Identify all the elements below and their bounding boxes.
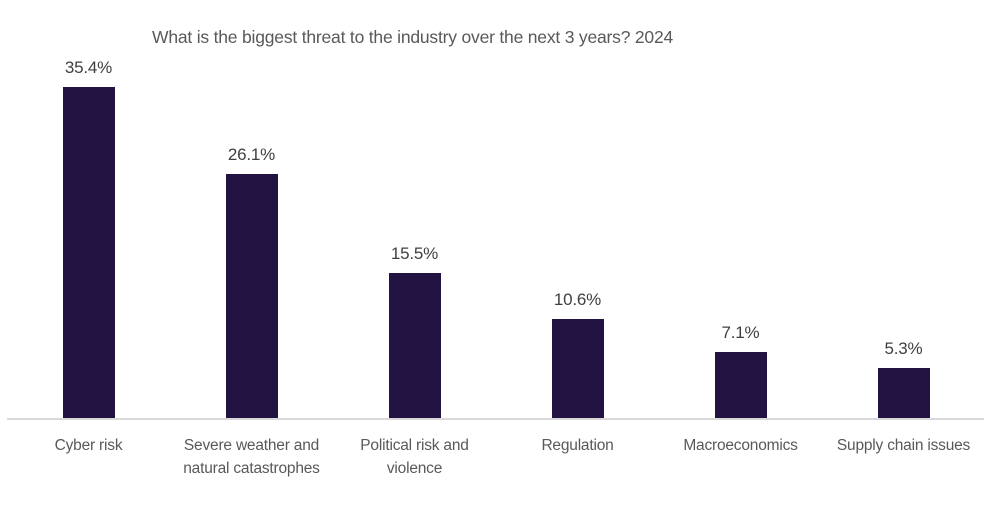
x-axis-label-cyber-risk: Cyber risk — [7, 434, 170, 457]
x-axis-label-supply-chain-issues: Supply chain issues — [822, 434, 985, 457]
bar-severe-weather-and-natural-catastrophes — [225, 174, 278, 418]
x-axis-label-severe-weather-and-natural-catastrophes: Severe weather and natural catastrophes — [170, 434, 333, 480]
bar-slot-macroeconomics: 7.1% — [659, 323, 822, 418]
x-axis-label-political-risk-and-violence: Political risk and violence — [333, 434, 496, 480]
data-label-cyber-risk: 35.4% — [64, 58, 113, 77]
data-label-political-risk-and-violence: 15.5% — [390, 244, 439, 263]
bar-slot-political-risk-and-violence: 15.5% — [333, 244, 496, 418]
bar-slot-cyber-risk: 35.4% — [7, 58, 170, 418]
data-label-regulation: 10.6% — [553, 290, 602, 309]
x-axis-label-text: Cyber risk — [54, 437, 123, 454]
bar-slot-severe-weather-and-natural-catastrophes: 26.1% — [170, 145, 333, 418]
bar-slot-supply-chain-issues: 5.3% — [822, 339, 985, 418]
x-axis-label-macroeconomics: Macroeconomics — [659, 434, 822, 457]
x-axis-label-text: Regulation — [541, 437, 614, 454]
x-axis-label-text: Severe weather and natural catastrophes — [183, 437, 320, 477]
x-axis-label-regulation: Regulation — [496, 434, 659, 457]
x-axis-label-text: Macroeconomics — [683, 437, 798, 454]
data-label-macroeconomics: 7.1% — [721, 323, 760, 342]
plot-area: 35.4% 26.1% 15.5% 10.6% 7.1% 5.3% — [7, 50, 985, 418]
bar-regulation — [551, 319, 604, 418]
bar-political-risk-and-violence — [388, 273, 441, 418]
x-axis-line — [7, 418, 984, 420]
bar-cyber-risk — [62, 87, 115, 418]
data-label-severe-weather-and-natural-catastrophes: 26.1% — [227, 145, 276, 164]
x-axis-labels: Cyber risk Severe weather and natural cat… — [7, 434, 985, 480]
bar-macroeconomics — [714, 352, 767, 418]
chart-title: What is the biggest threat to the indust… — [152, 27, 674, 47]
bar-slot-regulation: 10.6% — [496, 290, 659, 418]
x-axis-label-text: Political risk and violence — [360, 437, 469, 477]
bar-supply-chain-issues — [877, 368, 930, 418]
data-label-supply-chain-issues: 5.3% — [884, 339, 923, 358]
x-axis-label-text: Supply chain issues — [836, 437, 971, 454]
